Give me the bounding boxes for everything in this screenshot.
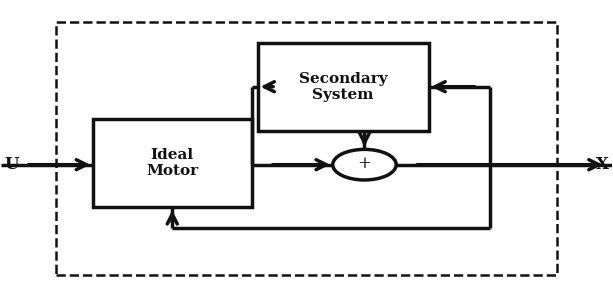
Bar xyxy=(93,119,251,207)
Text: Ideal
Motor: Ideal Motor xyxy=(146,148,199,178)
Text: Secondary
System: Secondary System xyxy=(299,72,387,102)
Text: +: + xyxy=(357,155,371,172)
Circle shape xyxy=(333,149,396,180)
Text: X: X xyxy=(596,156,609,173)
Text: U: U xyxy=(4,156,19,173)
Bar xyxy=(56,22,557,275)
Bar xyxy=(257,42,428,131)
